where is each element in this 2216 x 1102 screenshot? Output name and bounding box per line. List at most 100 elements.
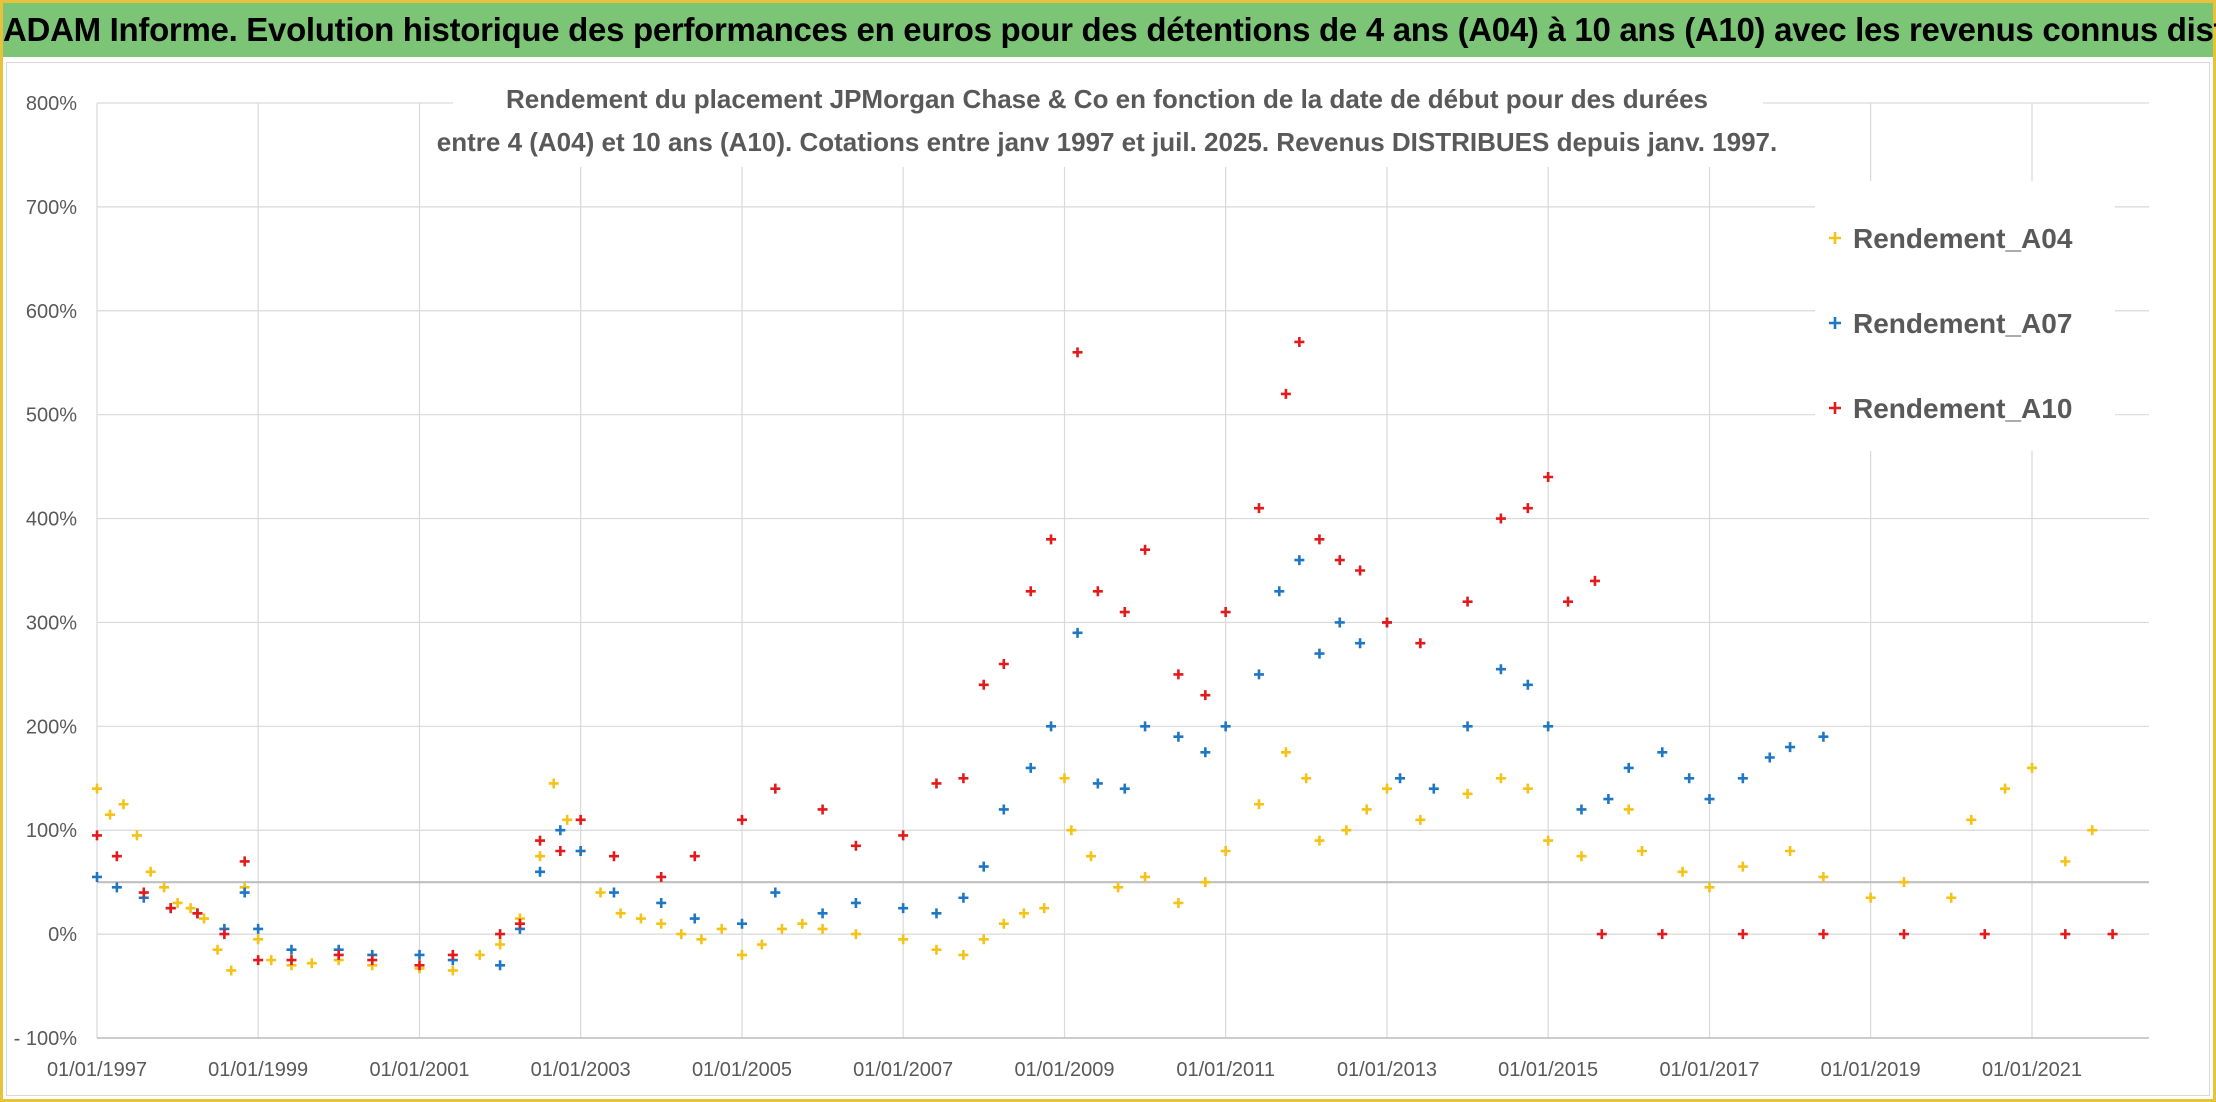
data-point	[447, 949, 458, 960]
data-point	[495, 939, 506, 950]
chart-area: - 100% 0% 100% 200% 300% 400% 500% 600% 700% 800%…	[6, 62, 2210, 1096]
data-point	[615, 908, 626, 919]
data-point	[1623, 762, 1634, 773]
data-point	[737, 949, 748, 960]
title-background	[453, 65, 1763, 167]
data-point	[92, 871, 102, 882]
data-point	[2060, 929, 2071, 940]
data-point	[306, 958, 317, 969]
data-point	[165, 903, 176, 914]
page-title: ADAM Informe. Evolution historique des p…	[3, 3, 2216, 57]
x-tick-label: 01/01/2013	[1337, 1059, 1437, 1081]
legend-label: Rendement_A04	[1853, 223, 2073, 254]
data-point	[548, 778, 559, 789]
legend-item: Rendement_A07	[1829, 308, 2072, 339]
x-tick-label: 01/01/1997	[47, 1059, 147, 1081]
data-point	[978, 679, 989, 690]
data-point	[192, 908, 203, 919]
data-point	[1085, 851, 1096, 862]
data-point	[1946, 892, 1957, 903]
data-point	[1274, 586, 1285, 597]
data-point	[1280, 388, 1291, 399]
data-point	[817, 923, 828, 934]
x-axis: 01/01/1997 01/01/1999 01/01/2001 01/01/2003…	[47, 1059, 2082, 1081]
data-point	[199, 913, 210, 924]
y-tick-label: 600%	[26, 301, 77, 323]
chart-title-line-1: Rendement du placement JPMorgan Chase & …	[506, 84, 1708, 114]
data-point	[1046, 721, 1057, 732]
data-point	[1898, 877, 1909, 888]
data-point	[474, 949, 485, 960]
data-point	[1623, 804, 1634, 815]
data-point	[817, 908, 828, 919]
data-point	[1737, 929, 1748, 940]
data-point	[1140, 544, 1151, 555]
data-point	[1462, 788, 1473, 799]
data-point	[696, 934, 707, 945]
x-tick-label: 01/01/2015	[1498, 1059, 1598, 1081]
data-point	[1314, 648, 1325, 659]
data-point	[1092, 586, 1103, 597]
x-tick-label: 01/01/2003	[531, 1059, 631, 1081]
data-point	[998, 918, 1009, 929]
legend-marker	[1829, 317, 1841, 329]
y-tick-label: 700%	[26, 197, 77, 219]
legend-marker	[1829, 402, 1841, 414]
data-point	[1818, 731, 1829, 742]
data-point	[978, 861, 989, 872]
data-point	[1737, 861, 1748, 872]
data-point	[1543, 721, 1554, 732]
data-point	[1589, 575, 1600, 586]
y-tick-label: 400%	[26, 509, 77, 531]
data-point	[111, 851, 122, 862]
data-point	[850, 897, 861, 908]
data-point	[2000, 783, 2011, 794]
data-point	[1684, 773, 1695, 784]
legend-label: Rendement_A07	[1853, 308, 2072, 339]
data-point	[562, 814, 573, 825]
data-point	[1220, 721, 1231, 732]
y-axis: - 100% 0% 100% 200% 300% 400% 500% 600% 700% 800%	[14, 93, 78, 1050]
data-point	[608, 887, 619, 898]
data-point	[931, 908, 942, 919]
data-point	[226, 965, 237, 976]
data-point	[1818, 929, 1829, 940]
data-point	[495, 960, 506, 971]
data-point	[1173, 669, 1184, 680]
data-point	[797, 918, 808, 929]
data-points	[92, 336, 2118, 976]
data-point	[931, 944, 942, 955]
data-point	[931, 778, 942, 789]
data-point	[1576, 851, 1587, 862]
chart-title-line-2: entre 4 (A04) et 10 ans (A10). Cotations…	[437, 127, 1777, 157]
data-point	[1253, 503, 1264, 514]
data-point	[535, 851, 546, 862]
data-point	[1173, 897, 1184, 908]
data-point	[595, 887, 606, 898]
data-point	[1066, 825, 1077, 836]
data-point	[118, 799, 129, 810]
data-point	[1119, 607, 1130, 618]
data-point	[1898, 929, 1909, 940]
data-point	[770, 887, 781, 898]
y-tick-label: 500%	[26, 405, 77, 427]
data-point	[1294, 336, 1305, 347]
data-point	[1657, 929, 1668, 940]
y-tick-label: - 100%	[14, 1028, 78, 1050]
data-point	[676, 929, 687, 940]
x-tick-label: 01/01/2017	[1659, 1059, 1759, 1081]
data-point	[716, 923, 727, 934]
data-point	[555, 846, 566, 856]
data-point	[1140, 871, 1151, 882]
series-Rendement_A07	[92, 555, 1829, 971]
data-point	[850, 840, 861, 851]
data-point	[1415, 638, 1426, 649]
data-point	[2107, 929, 2118, 940]
data-point	[105, 809, 116, 820]
y-tick-label: 800%	[26, 93, 77, 115]
data-point	[1522, 783, 1533, 794]
data-point	[1737, 773, 1748, 784]
legend-marker	[1829, 232, 1841, 244]
data-point	[1140, 721, 1151, 732]
legend-label: Rendement_A10	[1853, 393, 2072, 424]
